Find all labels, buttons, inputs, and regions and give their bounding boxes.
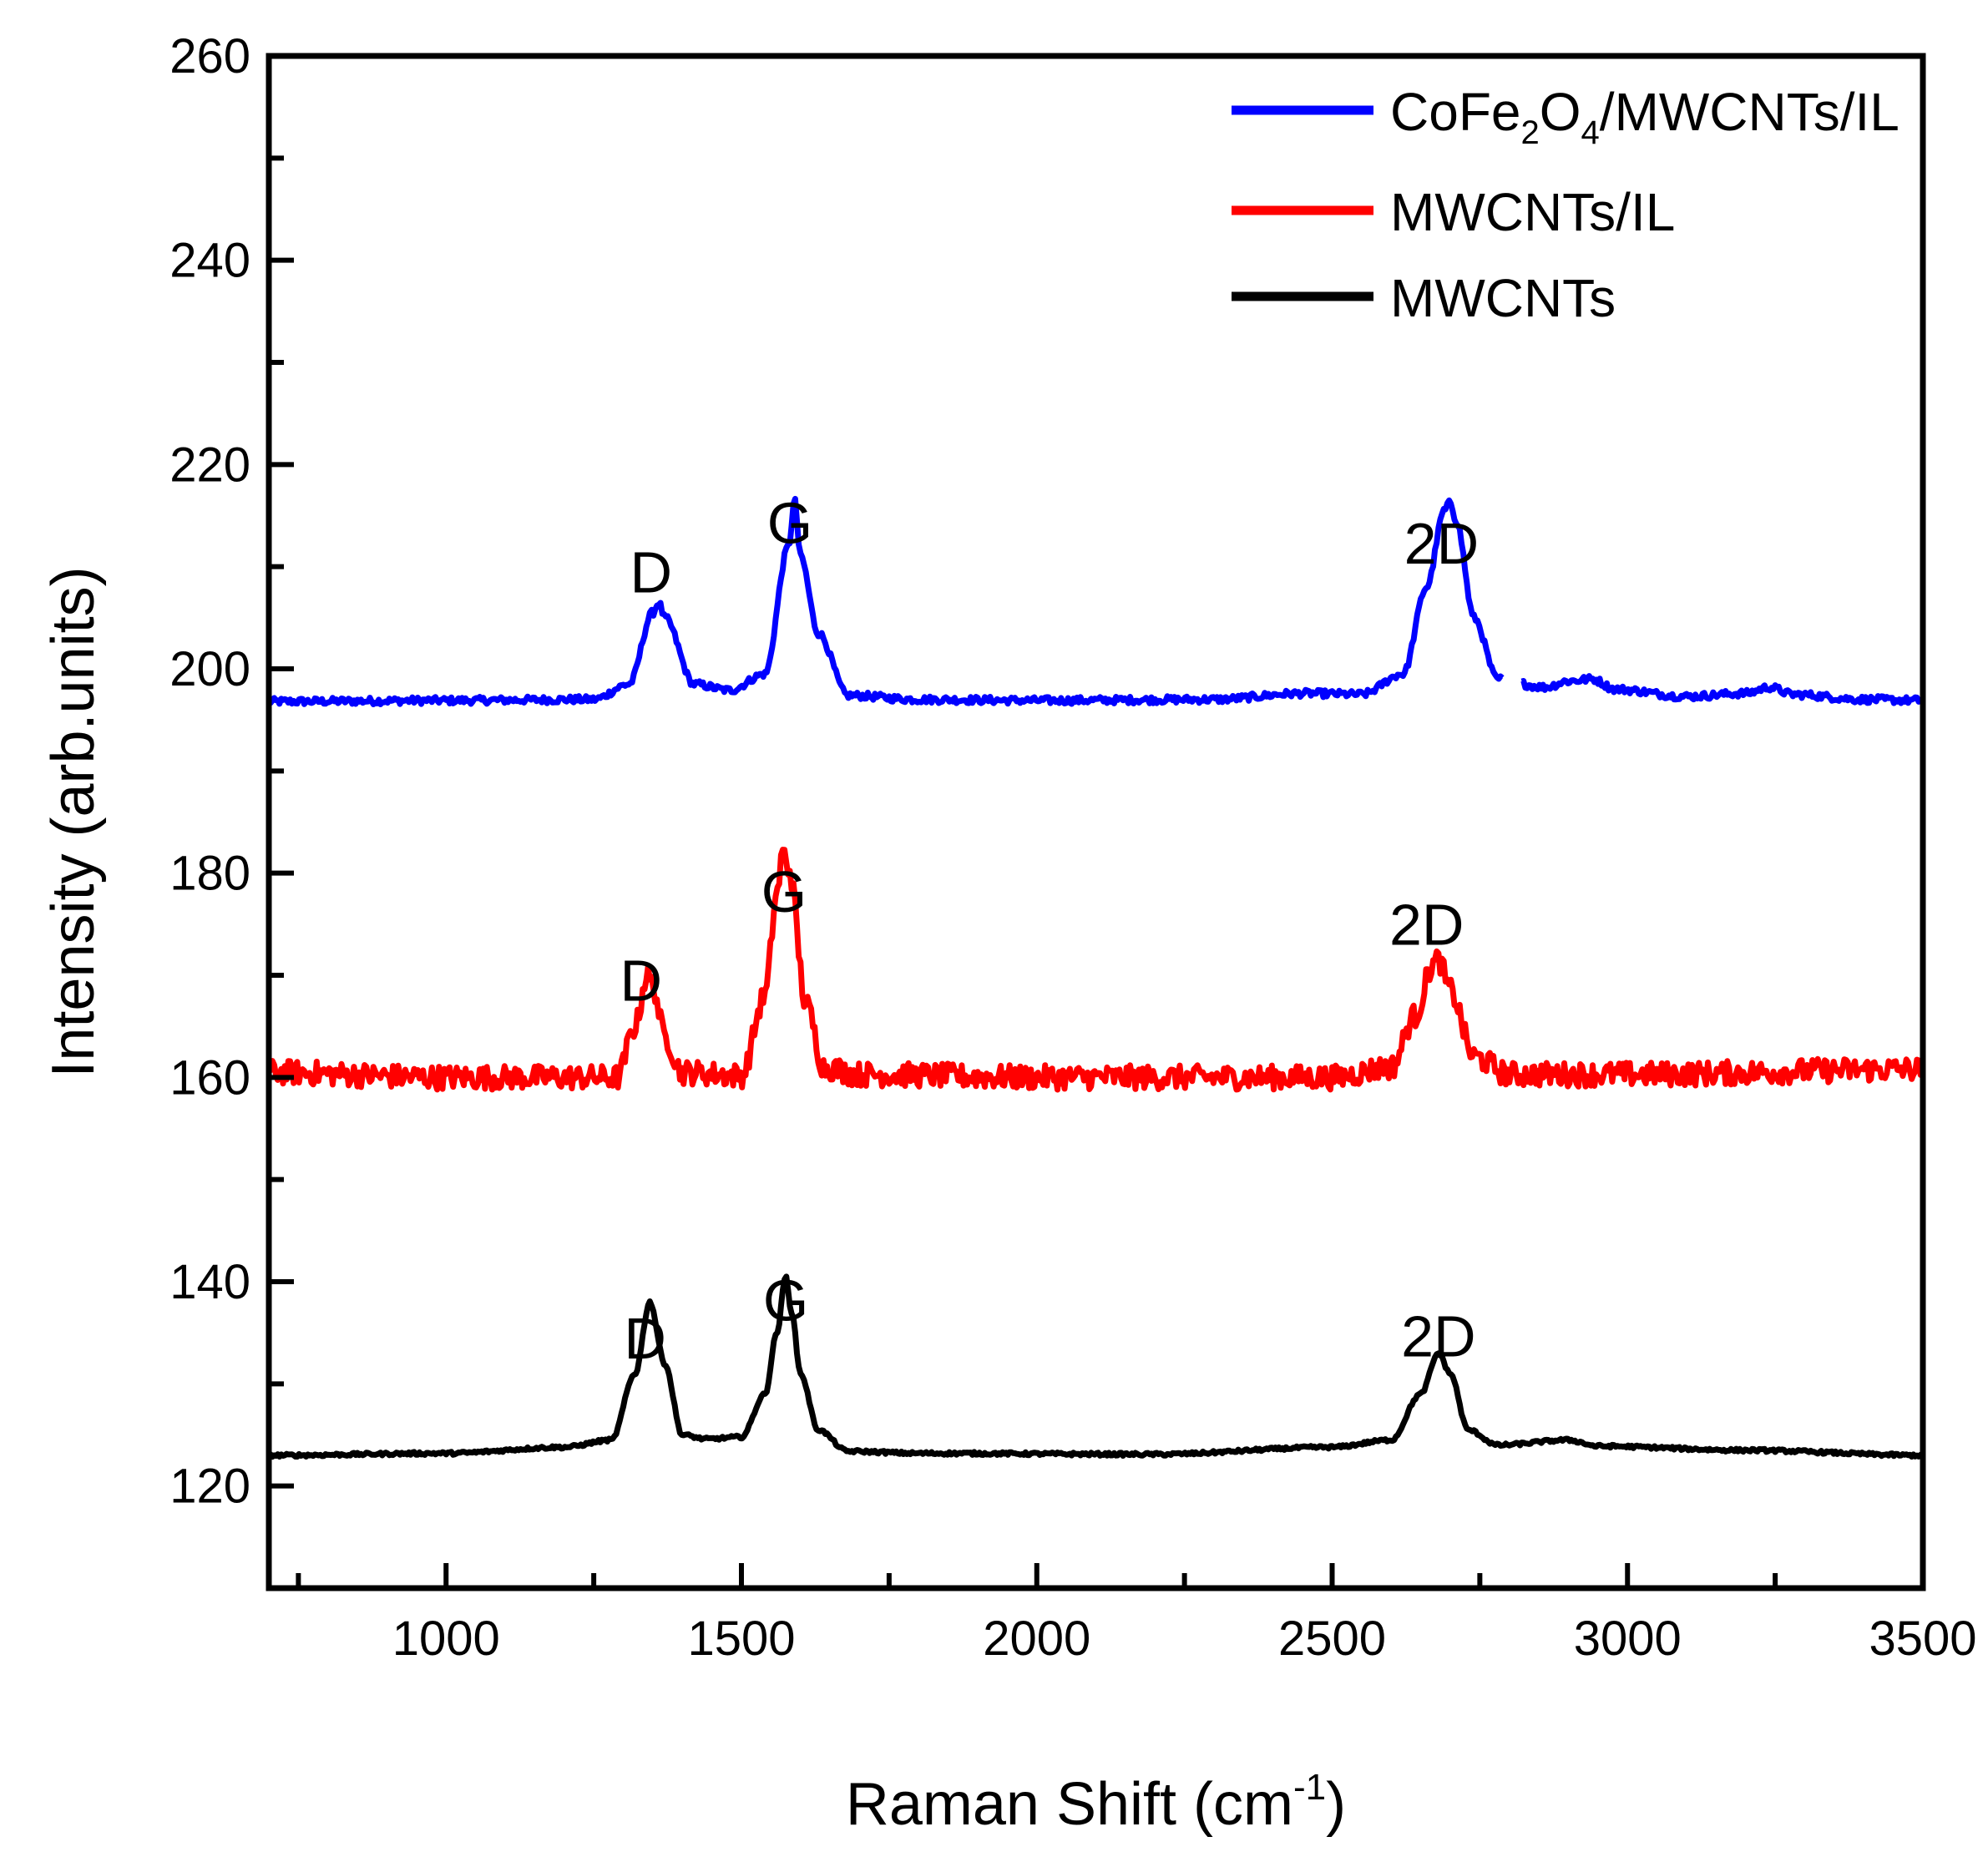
y-axis-title: Intensity (arb.units) xyxy=(40,566,107,1077)
x-axis-title: Raman Shift (cm-1) xyxy=(846,1767,1346,1838)
x-axis-title-end: ) xyxy=(1326,1771,1346,1838)
y-tick-label: 200 xyxy=(169,642,250,696)
peak-label-2d: 2D xyxy=(1389,892,1464,957)
legend-subscript: 2 xyxy=(1521,114,1540,151)
x-tick-label: 1500 xyxy=(687,1612,795,1666)
peak-label-d: D xyxy=(620,949,662,1014)
legend-text-part: CoFe xyxy=(1390,82,1521,142)
x-axis-title-main: Raman Shift (cm xyxy=(846,1771,1293,1838)
legend-text-part: MWCNTs xyxy=(1390,268,1616,328)
y-tick-label: 140 xyxy=(169,1255,250,1309)
peak-label-2d: 2D xyxy=(1401,1303,1475,1369)
curves-layer xyxy=(266,495,1925,1460)
peak-labels: D G 2D D G 2D D G 2D xyxy=(620,491,1479,1371)
legend-entry: MWCNTs xyxy=(1390,268,1616,328)
x-tick-label: 2500 xyxy=(1278,1612,1386,1666)
x-tick-label: 3000 xyxy=(1574,1612,1682,1666)
y-tick-label: 180 xyxy=(169,847,250,901)
y-tick-label: 260 xyxy=(169,29,250,83)
x-tick-label: 3500 xyxy=(1869,1612,1976,1666)
legend: CoFe2O4/MWCNTs/IL MWCNTs/IL MWCNTs xyxy=(1232,82,1899,328)
legend-entry: MWCNTs/IL xyxy=(1390,182,1675,242)
peak-label-g: G xyxy=(763,1268,808,1333)
x-axis-title-superscript: -1 xyxy=(1293,1767,1326,1808)
peak-label-d: D xyxy=(630,539,672,605)
plot-frame xyxy=(266,53,1926,1591)
x-tick-label: 2000 xyxy=(983,1612,1090,1666)
legend-text-part: /MWCNTs/IL xyxy=(1600,82,1899,142)
axis-ticks: 120 140 160 180 200 220 240 260 1000 1500 2000 2500… xyxy=(169,29,1976,1666)
peak-label-2d: 2D xyxy=(1404,511,1479,576)
legend-text-part: MWCNTs/IL xyxy=(1390,182,1675,242)
peak-label-g: G xyxy=(767,491,812,556)
peak-label-g: G xyxy=(761,859,807,924)
legend-text-part: O xyxy=(1540,82,1581,142)
mwcnts-il-spectrum xyxy=(267,847,1925,1093)
cofe2o4-mwcnts-il-spectrum xyxy=(266,495,1924,707)
x-tick-label: 1000 xyxy=(392,1612,500,1666)
y-tick-label: 240 xyxy=(169,234,250,288)
peak-label-d: D xyxy=(624,1306,666,1371)
legend-subscript: 4 xyxy=(1581,114,1600,151)
y-tick-label: 160 xyxy=(169,1050,250,1105)
y-tick-label: 220 xyxy=(169,438,250,492)
mwcnts-spectrum xyxy=(267,1273,1924,1460)
y-tick-label: 120 xyxy=(169,1460,250,1514)
legend-entry: CoFe2O4/MWCNTs/IL xyxy=(1390,82,1899,151)
